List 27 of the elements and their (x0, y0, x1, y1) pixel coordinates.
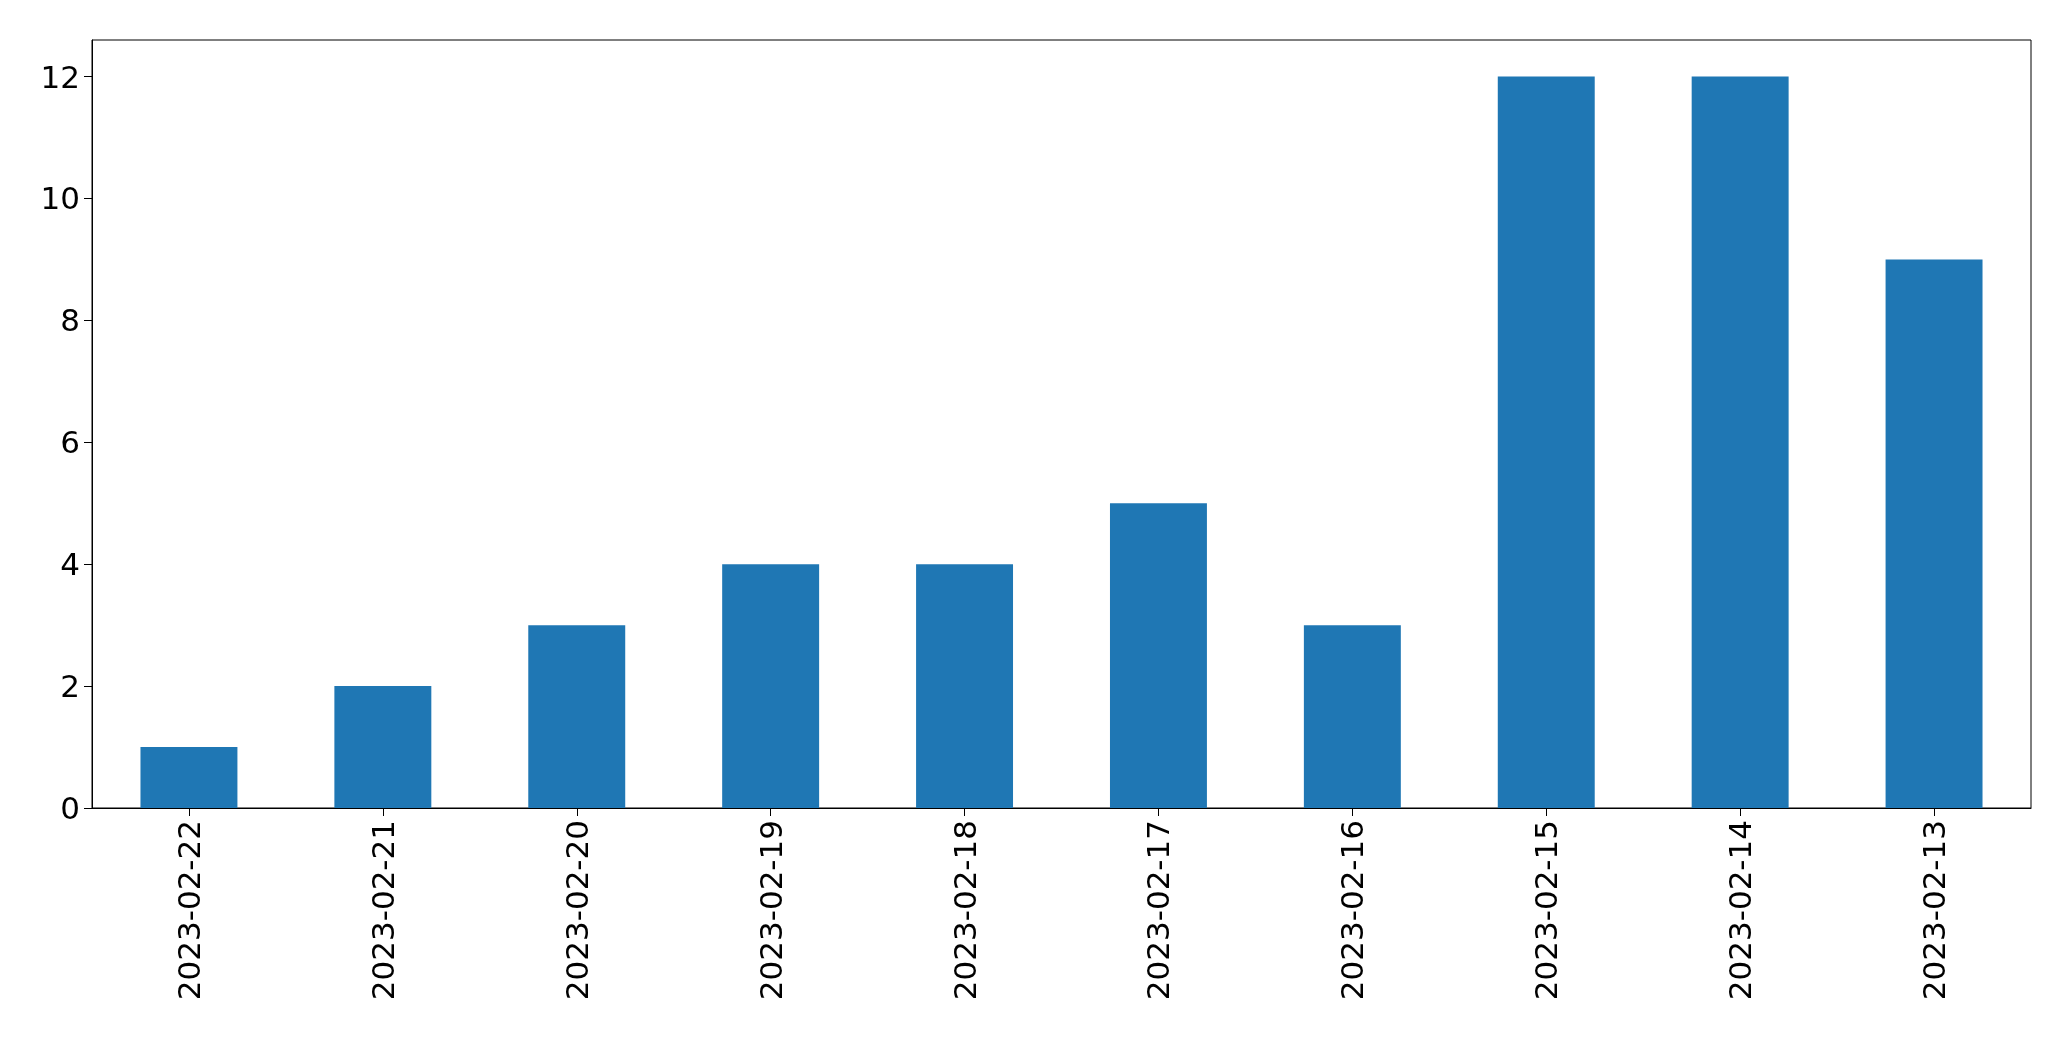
y-tick-label: 0 (60, 790, 80, 826)
y-tick-label: 8 (60, 302, 80, 339)
x-tick-label: 2023-02-14 (1722, 820, 1759, 1001)
bar (1303, 625, 1401, 808)
x-tick-label: 2023-02-20 (558, 820, 595, 1001)
bar (1691, 76, 1789, 808)
bar (916, 564, 1014, 808)
x-tick-label: 2023-02-16 (1334, 820, 1371, 1001)
bar (722, 564, 820, 808)
x-tick-label: 2023-02-17 (1140, 820, 1177, 1001)
y-tick-label: 12 (40, 58, 80, 95)
x-tick-label: 2023-02-15 (1528, 820, 1565, 1001)
x-tick-label: 2023-02-18 (946, 820, 983, 1001)
bar (1497, 76, 1595, 808)
bar (1885, 259, 1983, 808)
x-tick-label: 2023-02-13 (1916, 820, 1953, 1001)
x-tick-label: 2023-02-21 (364, 820, 401, 1001)
bar (334, 686, 432, 808)
y-tick-label: 4 (60, 546, 80, 583)
y-tick-label: 6 (60, 424, 80, 461)
bar (140, 747, 238, 808)
bar (1109, 503, 1207, 808)
y-tick-label: 10 (40, 180, 80, 217)
bar (528, 625, 626, 808)
x-tick-label: 2023-02-19 (752, 820, 789, 1001)
y-tick-label: 2 (60, 668, 80, 705)
x-tick-label: 2023-02-22 (170, 820, 207, 1001)
